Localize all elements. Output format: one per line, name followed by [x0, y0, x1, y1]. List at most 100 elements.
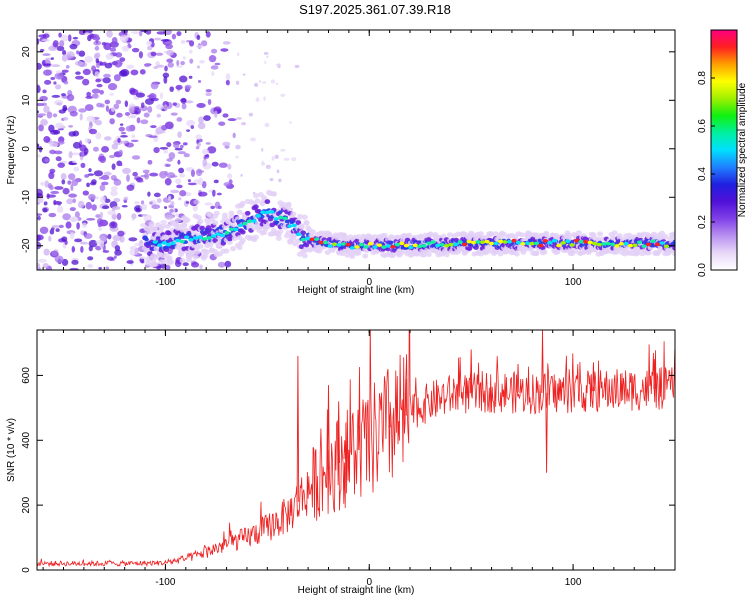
noise-blob: [242, 73, 246, 76]
band-peak: [175, 238, 181, 243]
noise-blob: [42, 59, 46, 67]
band-core: [186, 232, 192, 236]
noise-blob: [98, 267, 102, 270]
noise-blob: [155, 104, 165, 110]
noise-blob: [150, 81, 159, 90]
noise-blob: [78, 50, 86, 57]
noise-blob: [139, 30, 143, 37]
band-halo: [202, 253, 209, 259]
band-peak: [605, 241, 611, 246]
noise-blob: [189, 49, 193, 54]
noise-blob: [62, 49, 67, 56]
noise-blob: [235, 155, 239, 159]
noise-blob: [99, 241, 105, 249]
noise-blob: [225, 79, 230, 86]
band-core: [260, 214, 265, 219]
top-ytick-label: -10: [21, 190, 32, 205]
noise-blob: [131, 213, 137, 220]
noise-blob: [71, 152, 80, 156]
noise-blob: [103, 171, 112, 176]
band-halo: [298, 224, 305, 230]
band-peak: [533, 241, 539, 246]
noise-blob: [119, 162, 123, 167]
noise-blob: [80, 246, 84, 253]
noise-blob: [187, 182, 197, 186]
band-peak: [614, 244, 620, 248]
noise-blob: [70, 217, 76, 223]
noise-blob: [177, 131, 182, 139]
snr-spike: [343, 440, 347, 460]
band-halo: [179, 258, 186, 264]
noise-blob: [201, 148, 210, 155]
noise-blob: [275, 63, 281, 67]
snr-series-line: [37, 330, 675, 568]
snr-spike: [327, 385, 330, 470]
noise-blob: [84, 138, 91, 143]
noise-blob: [163, 76, 168, 84]
noise-blob: [42, 89, 47, 94]
band-halo: [254, 198, 261, 204]
band-halo: [497, 251, 504, 257]
band-peak: [560, 241, 566, 245]
noise-blob: [176, 184, 183, 189]
noise-blob: [75, 75, 84, 80]
noise-blob: [42, 53, 51, 57]
noise-blob: [71, 179, 79, 187]
band-peak: [345, 242, 351, 247]
noise-blob: [159, 92, 164, 100]
noise-blob: [49, 228, 55, 235]
noise-blob: [43, 69, 52, 76]
noise-blob: [46, 111, 53, 119]
noise-blob: [138, 51, 144, 59]
noise-blob: [180, 60, 185, 66]
band-peak: [323, 240, 329, 245]
band-peak: [475, 240, 481, 244]
noise-blob: [203, 115, 211, 122]
band-peak: [363, 245, 369, 249]
noise-blob: [216, 192, 222, 196]
noise-blob: [52, 40, 59, 48]
noise-blob: [196, 44, 204, 49]
noise-blob: [61, 54, 68, 62]
band-halo: [417, 233, 424, 239]
noise-blob: [95, 132, 102, 140]
noise-blob: [198, 80, 202, 83]
band-halo: [443, 252, 450, 258]
noise-blob: [40, 181, 45, 186]
band-halo: [228, 210, 235, 216]
colorbar: [710, 29, 738, 271]
noise-blob: [111, 36, 118, 45]
band-peak: [632, 243, 638, 248]
noise-blob: [210, 65, 219, 70]
noise-blob: [111, 163, 116, 170]
noise-blob: [123, 196, 129, 201]
noise-blob: [98, 227, 102, 231]
noise-blob: [160, 39, 170, 42]
band-core: [303, 242, 310, 248]
noise-blob: [101, 205, 110, 210]
band-halo: [213, 210, 220, 216]
band-halo: [197, 243, 204, 249]
band-halo: [342, 234, 349, 240]
noise-blob: [69, 267, 79, 270]
noise-blob: [68, 193, 77, 198]
noise-blob: [289, 121, 292, 124]
noise-blob: [88, 128, 98, 135]
noise-blob: [104, 136, 112, 141]
noise-blob: [180, 97, 187, 104]
band-halo: [672, 251, 675, 257]
noise-blob: [198, 138, 203, 143]
noise-blob: [79, 113, 83, 121]
noise-blob: [84, 56, 93, 63]
noise-blob: [114, 249, 122, 256]
noise-blob: [43, 79, 52, 85]
band-peak: [435, 243, 441, 248]
noise-blob: [58, 32, 62, 38]
noise-blob: [180, 40, 186, 44]
bottom-frame: [36, 329, 676, 571]
band-peak: [237, 223, 244, 228]
noise-blob: [88, 168, 92, 173]
noise-blob: [225, 73, 231, 81]
colorbar-tick-label: 0.4: [697, 167, 708, 181]
band-peak: [426, 241, 432, 246]
